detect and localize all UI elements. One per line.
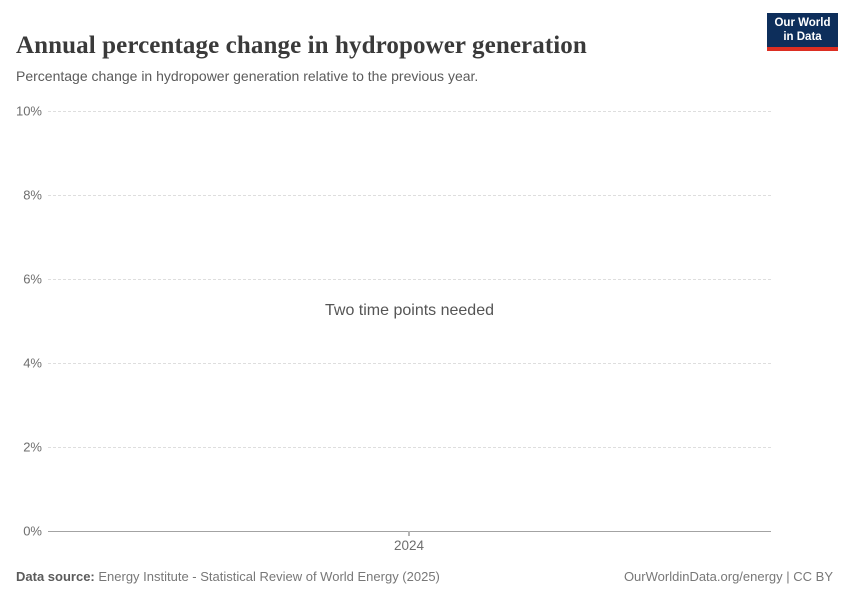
grid-line xyxy=(48,363,771,364)
data-source-note: Data source: Energy Institute - Statisti… xyxy=(16,569,440,584)
y-tick-label: 10% xyxy=(15,103,42,119)
y-tick-label: 0% xyxy=(23,523,42,539)
owid-logo-line1: Our World xyxy=(774,17,831,29)
data-source-label: Data source: xyxy=(16,569,95,584)
y-tick-label: 2% xyxy=(23,439,42,455)
grid-line xyxy=(48,279,771,280)
y-tick-label: 4% xyxy=(23,355,42,371)
chart-subtitle: Percentage change in hydropower generati… xyxy=(16,68,479,84)
grid-line xyxy=(48,111,771,112)
chart-title: Annual percentage change in hydropower g… xyxy=(16,31,587,59)
x-tick-label: 2024 xyxy=(393,538,425,553)
data-source-text: Energy Institute - Statistical Review of… xyxy=(94,569,440,584)
owid-logo-line2: in Data xyxy=(783,31,822,43)
y-tick-label: 6% xyxy=(23,271,42,287)
empty-state-message: Two time points needed xyxy=(325,302,494,319)
x-axis-line xyxy=(48,531,771,532)
owid-logo[interactable]: Our World in Data xyxy=(767,13,838,51)
credit-link[interactable]: OurWorldinData.org/energy | CC BY xyxy=(623,569,833,584)
y-tick-label: 8% xyxy=(23,187,42,203)
grid-line xyxy=(48,447,771,448)
owid-logo-redbar xyxy=(767,47,838,51)
x-tick-mark xyxy=(408,531,410,536)
owid-logo-box: Our World in Data xyxy=(767,13,838,47)
grid-line xyxy=(48,195,771,196)
